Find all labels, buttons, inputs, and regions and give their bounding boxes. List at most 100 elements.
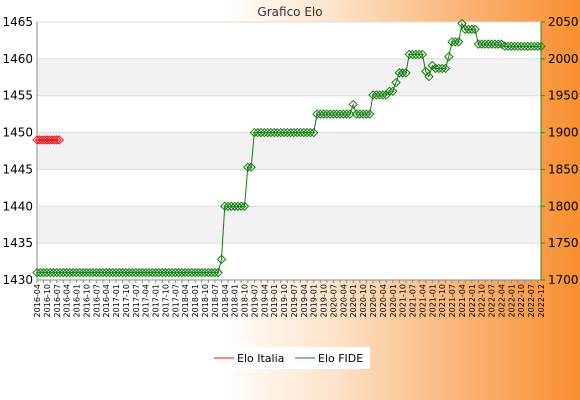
data-point-fide [302,127,312,138]
data-point-fide [414,49,424,60]
data-point-fide [246,162,256,172]
left-tick-label: 1450 [2,126,33,140]
data-point-fide [486,39,497,49]
data-point-fide [355,109,365,119]
data-point-fide [463,24,474,35]
data-point-fide [404,49,414,60]
data-point-fide [532,41,543,52]
data-point-fide [289,127,299,138]
x-tick-label: 2018-07 [211,284,220,317]
data-point-fide [332,109,342,119]
data-point-fide [500,41,510,52]
x-tick-label: 2022-07 [488,284,497,317]
data-point-fide [388,86,398,96]
data-point-fide [78,267,88,278]
data-point-fide [506,41,517,52]
data-point-fide [101,267,111,278]
data-point-fide [177,267,187,278]
data-point-fide [371,90,382,100]
data-point-fide [147,267,158,278]
data-point-fide [470,24,480,35]
data-point-fide [52,267,62,278]
x-tick-label: 2019-01 [270,284,279,317]
data-point-fide [308,127,319,138]
left-tick-label: 1455 [2,89,33,103]
data-point-fide [98,267,108,278]
data-point-fide [38,267,49,278]
data-point-fide [272,127,283,138]
data-point-fide [318,109,329,119]
x-tick-label: 2017-10 [161,284,170,317]
plot-background [37,22,541,280]
data-point-italia [54,135,64,145]
data-point-fide [476,39,487,49]
data-point-fide [440,63,451,74]
x-tick-label: 2018-04 [221,284,230,317]
data-point-fide [417,49,428,60]
x-tick-label: 2020-01 [349,284,358,317]
data-point-fide [262,127,273,138]
data-point-fide [407,49,418,60]
data-point-fide [437,63,447,74]
data-point-fide [150,267,161,278]
data-point-fide [503,41,513,52]
right-tick-label: 1800 [548,199,579,213]
data-point-fide [322,109,332,119]
x-tick-label: 2021-10 [399,284,408,317]
data-point-fide [325,109,335,119]
x-tick-label: 2020-10 [359,284,368,317]
x-tick-label: 2018-10 [201,284,210,317]
x-tick-label: 2017-01 [112,284,121,317]
data-point-fide [114,267,125,278]
left-tick-label: 1435 [2,236,33,250]
data-point-fide [48,267,59,278]
data-point-fide [328,109,339,119]
data-point-fide [157,267,167,278]
data-point-fide [394,68,405,78]
data-point-fide [121,267,131,278]
data-point-fide [529,41,540,52]
data-point-fide [45,267,55,278]
data-point-fide [282,127,293,138]
data-point-fide [526,41,536,52]
data-point-fide [269,127,279,138]
data-point-fide [368,90,378,100]
data-point-fide [266,127,276,138]
x-tick-label: 2016-10 [82,284,91,317]
data-point-fide [279,127,289,138]
data-point-fide [180,267,190,278]
data-point-fide [523,41,533,52]
data-point-fide [164,267,174,278]
data-point-fide [216,254,227,265]
left-tick-label: 1460 [2,52,33,66]
data-point-fide [338,109,349,119]
x-tick-label: 2022-10 [478,284,487,317]
data-point-fide [108,267,118,278]
data-point-fide [361,109,372,119]
data-point-fide [434,63,444,74]
legend-label-italia: Elo Italia [237,352,284,365]
data-point-fide [378,90,388,100]
data-point-fide [206,267,217,278]
data-point-fide [173,267,184,278]
data-point-fide [516,41,526,52]
data-point-fide [81,267,92,278]
data-point-fide [259,127,270,138]
x-tick-label: 2021-01 [428,284,437,317]
left-tick-label: 1465 [2,15,33,29]
data-point-fide [401,68,411,78]
data-point-fide [131,267,141,278]
data-point-fide [71,267,82,278]
data-point-fide [483,39,494,49]
data-point-fide [167,267,177,278]
data-point-fide [351,109,362,119]
legend[interactable]: Elo Italia Elo FIDE [210,347,370,369]
x-tick-label: 2022-07 [527,284,536,317]
data-point-fide [335,109,345,119]
data-point-fide [256,127,266,138]
x-tick-label: 2022-12 [537,284,546,317]
data-point-fide [276,127,286,138]
data-point-fide [450,37,461,47]
data-point-fide [154,267,164,278]
data-point-fide [295,127,306,138]
